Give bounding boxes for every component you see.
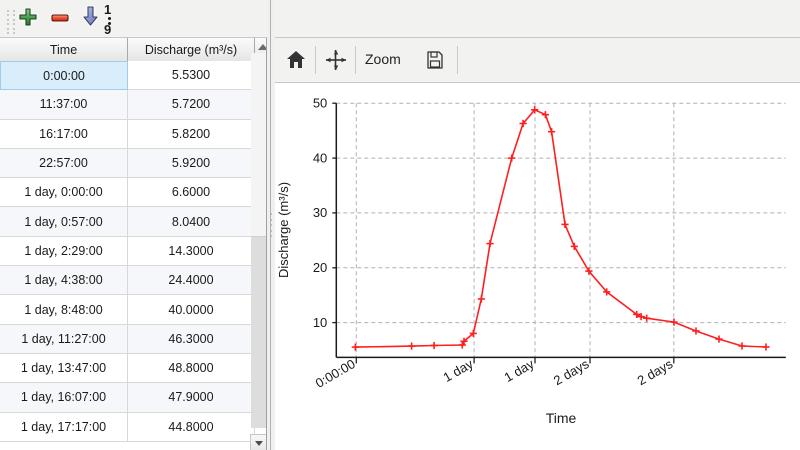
svg-text:10: 10: [313, 315, 327, 330]
svg-text:Discharge (m³/s): Discharge (m³/s): [276, 182, 291, 278]
svg-text:2 days: 2 days: [635, 356, 676, 388]
svg-text:1 day: 1 day: [441, 356, 476, 385]
svg-text:50: 50: [313, 96, 327, 111]
svg-text:1 day: 1 day: [501, 356, 536, 385]
svg-text:Time: Time: [546, 410, 577, 426]
svg-text:2 days: 2 days: [551, 356, 592, 388]
svg-text:40: 40: [313, 150, 327, 165]
svg-text:30: 30: [313, 205, 327, 220]
svg-text:0:00:00: 0:00:00: [313, 356, 358, 391]
svg-text:20: 20: [313, 260, 327, 275]
